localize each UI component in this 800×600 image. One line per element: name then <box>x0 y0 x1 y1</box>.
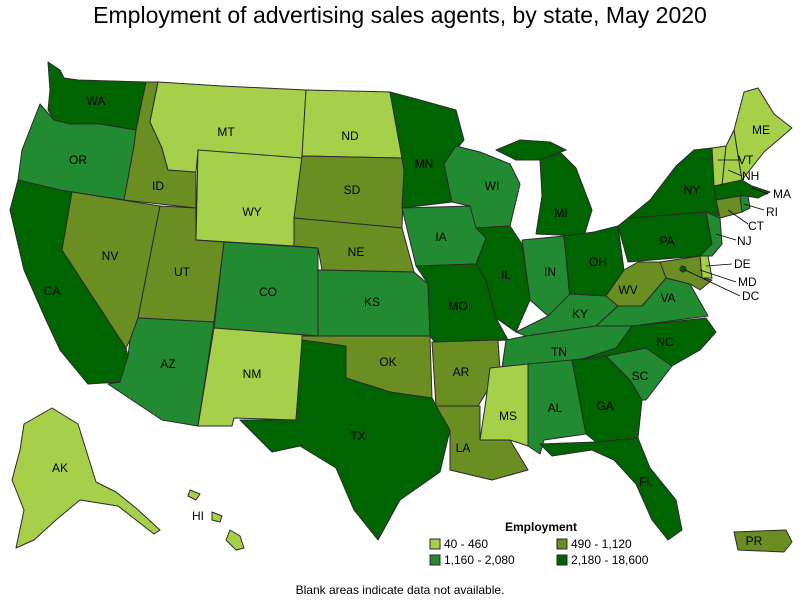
state-label-wv: WV <box>618 283 637 297</box>
state-nc[interactable] <box>579 317 717 367</box>
state-label-ia: IA <box>435 230 446 244</box>
state-label-de: DE <box>734 257 751 271</box>
state-fl[interactable] <box>539 437 683 541</box>
map-note: Blank areas indicate data not available. <box>295 583 505 597</box>
state-label-me: ME <box>752 123 770 137</box>
state-label-ms: MS <box>499 409 517 423</box>
state-me[interactable] <box>733 87 793 181</box>
state-nj[interactable] <box>699 211 723 257</box>
state-pr[interactable] <box>733 529 793 553</box>
state-label-nv: NV <box>102 249 119 263</box>
state-label-il: IL <box>501 268 511 282</box>
state-label-ri: RI <box>766 205 778 219</box>
state-label-ma: MA <box>773 187 791 201</box>
state-hi-oahu[interactable] <box>187 489 201 501</box>
state-label-pa: PA <box>659 234 674 248</box>
state-label-ar: AR <box>453 365 470 379</box>
state-label-ok: OK <box>379 355 396 369</box>
state-label-nh: NH <box>742 169 759 183</box>
state-mi[interactable] <box>535 149 593 237</box>
small-state-leader-lines <box>682 159 769 297</box>
state-labels: WA OR CA ID NV MT WY UT AZ CO NM ND SD NE KS OK TX MN IA MO… <box>44 94 791 548</box>
state-label-wy: WY <box>242 205 261 219</box>
state-label-nd: ND <box>341 129 359 143</box>
state-la[interactable] <box>435 405 529 481</box>
state-label-fl: FL <box>639 475 653 489</box>
legend-title: Employment <box>505 520 577 534</box>
legend-label-c2: 490 - 1,120 <box>571 537 632 551</box>
state-label-nm: NM <box>243 367 262 381</box>
state-label-tn: TN <box>551 345 567 359</box>
state-label-pr: PR <box>746 534 763 548</box>
state-label-md: MD <box>738 275 757 289</box>
legend-label-c1: 40 - 460 <box>444 537 488 551</box>
map-title: Employment of advertising sales agents, … <box>93 2 707 28</box>
state-label-mi: MI <box>554 206 567 220</box>
state-nd[interactable] <box>301 89 403 159</box>
state-label-mt: MT <box>217 125 235 139</box>
states-layer <box>9 61 793 553</box>
state-label-ny: NY <box>684 183 701 197</box>
state-label-hi: HI <box>192 509 204 523</box>
state-label-id: ID <box>152 179 164 193</box>
state-label-mo: MO <box>448 299 467 313</box>
state-label-nc: NC <box>656 335 674 349</box>
legend-label-c4: 2,180 - 18,600 <box>571 553 649 567</box>
state-mi-up[interactable] <box>495 139 567 161</box>
state-label-ky: KY <box>572 307 588 321</box>
state-label-ks: KS <box>364 295 380 309</box>
state-label-tx: TX <box>350 429 365 443</box>
state-label-ne: NE <box>348 245 365 259</box>
state-az[interactable] <box>107 317 215 427</box>
state-tx[interactable] <box>239 339 451 541</box>
state-label-ak: AK <box>52 461 68 475</box>
legend: Employment 40 - 460 490 - 1,120 1,160 - 2,… <box>429 520 649 567</box>
state-label-al: AL <box>548 401 563 415</box>
state-label-in: IN <box>544 265 556 279</box>
state-hi-maui[interactable] <box>211 511 223 523</box>
state-ak[interactable] <box>11 407 161 549</box>
state-md[interactable] <box>659 255 713 291</box>
legend-label-c3: 1,160 - 2,080 <box>444 553 515 567</box>
state-label-ga: GA <box>596 399 613 413</box>
state-label-wa: WA <box>87 94 106 108</box>
state-hi[interactable] <box>225 529 245 551</box>
state-ct[interactable] <box>715 195 743 219</box>
state-label-or: OR <box>69 153 87 167</box>
state-label-ut: UT <box>174 265 191 279</box>
state-label-az: AZ <box>160 357 175 371</box>
legend-swatch-c1 <box>429 538 441 550</box>
legend-swatch-c2 <box>556 538 568 550</box>
state-label-dc: DC <box>742 289 760 303</box>
legend-swatch-c3 <box>429 554 441 566</box>
state-label-va: VA <box>660 291 675 305</box>
state-label-ct: CT <box>748 219 765 233</box>
legend-swatch-c4 <box>556 554 568 566</box>
state-label-sc: SC <box>632 369 649 383</box>
state-il[interactable] <box>475 225 531 333</box>
state-label-sd: SD <box>344 183 361 197</box>
state-label-la: LA <box>456 441 471 455</box>
state-wy[interactable] <box>195 149 303 247</box>
state-label-ca: CA <box>44 284 61 298</box>
state-label-co: CO <box>259 285 277 299</box>
state-label-vt: VT <box>738 153 754 167</box>
state-label-oh: OH <box>589 255 607 269</box>
state-label-nj: NJ <box>737 234 752 248</box>
state-label-wi: WI <box>485 179 500 193</box>
state-label-mn: MN <box>415 157 434 171</box>
